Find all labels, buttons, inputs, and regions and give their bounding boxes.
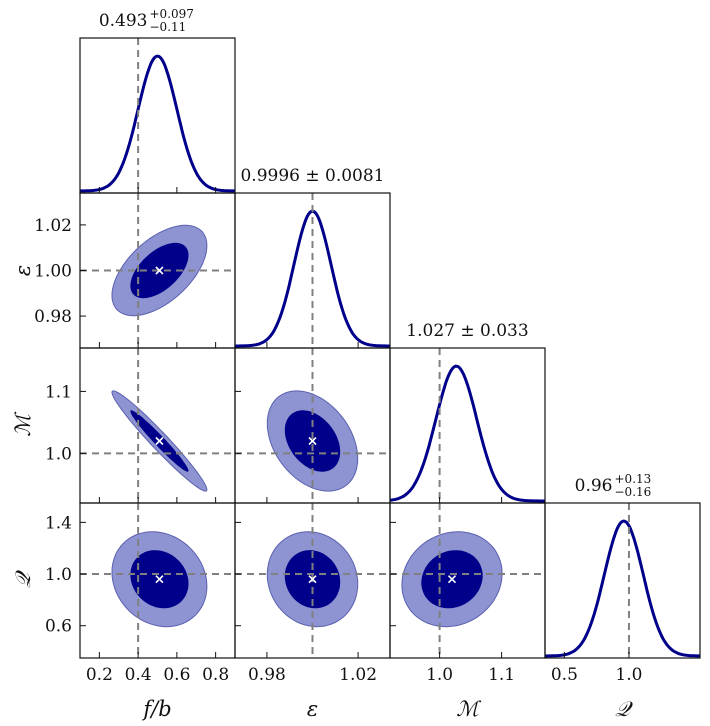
marginal-title-fb: 0.493 +0.097−0.11 <box>99 7 194 34</box>
x-axis-label-eps: ε <box>307 697 318 721</box>
svg-text:+0.097: +0.097 <box>150 7 194 21</box>
marginal-title-Q: 0.96 +0.13−0.16 <box>575 472 652 499</box>
y-tick-label-eps: 1.00 <box>34 262 72 282</box>
svg-text:0.493: 0.493 <box>99 11 148 31</box>
y-tick-label-Q: 1.0 <box>45 565 72 585</box>
y-tick-label-M: 1.0 <box>45 444 72 464</box>
median-marker <box>155 575 164 584</box>
x-tick-label-fb: 0.4 <box>125 665 152 685</box>
y-axis-label-Q: 𝒬 <box>11 570 35 588</box>
marginal-title-M: 1.027 ± 0.033 <box>406 321 528 341</box>
x-tick-label-eps: 1.02 <box>339 665 377 685</box>
panel-frame <box>79 347 236 504</box>
svg-text:−0.11: −0.11 <box>150 20 187 34</box>
panel-fb-Q <box>79 502 236 659</box>
svg-text:0.96: 0.96 <box>575 476 613 496</box>
panel-Q-Q <box>544 502 701 659</box>
x-tick-label-fb: 0.8 <box>202 665 229 685</box>
median-marker <box>308 436 317 446</box>
panel-fb-eps <box>79 192 236 349</box>
y-axis-label-M: ℳ <box>11 411 35 437</box>
median-marker <box>155 266 164 275</box>
panel-M-M <box>389 347 546 504</box>
y-tick-label-eps: 1.02 <box>34 216 72 236</box>
panel-frame <box>544 502 701 659</box>
x-axis-label-M: ℳ <box>456 697 482 721</box>
y-tick-label-Q: 0.6 <box>45 617 72 637</box>
panel-eps-Q <box>234 502 391 659</box>
x-tick-label-Q: 1.0 <box>615 665 642 685</box>
svg-text:−0.16: −0.16 <box>615 485 652 499</box>
marginal-title-eps: 0.9996 ± 0.0081 <box>240 166 384 186</box>
panel-fb-M <box>79 347 236 504</box>
svg-text:0.9996 ± 0.0081: 0.9996 ± 0.0081 <box>240 166 384 186</box>
panel-M-Q <box>389 502 546 659</box>
panel-eps-M <box>234 347 391 504</box>
svg-text:+0.13: +0.13 <box>615 472 652 486</box>
marginal-curve-M <box>390 364 545 503</box>
y-tick-label-Q: 1.4 <box>45 513 72 533</box>
y-tick-label-M: 1.1 <box>45 382 72 402</box>
x-tick-label-Q: 0.5 <box>551 665 578 685</box>
panel-frame <box>79 37 236 194</box>
x-axis-label-Q: 𝒬 <box>615 697 633 721</box>
median-marker <box>155 436 164 446</box>
median-marker <box>308 575 317 584</box>
y-tick-label-eps: 0.98 <box>34 307 72 327</box>
y-axis-label-eps: ε <box>11 265 35 276</box>
panel-frame <box>389 347 546 504</box>
marginal-curve-fb <box>80 54 235 193</box>
x-tick-label-fb: 0.6 <box>163 665 190 685</box>
x-tick-label-M: 1.1 <box>488 665 515 685</box>
x-tick-label-eps: 0.98 <box>248 665 286 685</box>
x-axis-label-fb: f/b <box>141 697 171 721</box>
panel-fb-fb <box>79 37 236 194</box>
x-tick-label-fb: 0.2 <box>86 665 113 685</box>
svg-text:1.027 ± 0.033: 1.027 ± 0.033 <box>406 321 528 341</box>
x-tick-label-M: 1.0 <box>426 665 453 685</box>
marginal-curve-Q <box>545 519 700 658</box>
median-marker <box>447 575 457 584</box>
panel-eps-eps <box>234 192 391 349</box>
